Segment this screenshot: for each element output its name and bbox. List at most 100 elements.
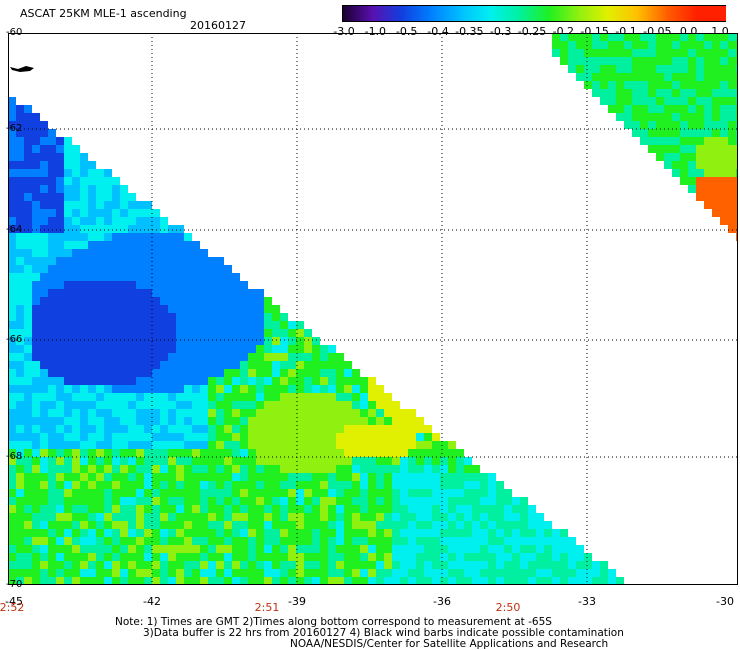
data-cell — [104, 385, 112, 393]
data-cell — [56, 321, 64, 329]
data-cell — [168, 497, 176, 505]
data-cell — [208, 361, 216, 369]
data-cell — [56, 481, 64, 489]
data-cell — [176, 289, 184, 297]
data-cell — [88, 169, 96, 177]
data-cell — [72, 433, 80, 441]
data-cell — [256, 377, 264, 385]
data-cell — [40, 185, 48, 193]
data-cell — [256, 577, 264, 585]
data-cell — [272, 433, 280, 441]
data-cell — [400, 433, 408, 441]
data-cell — [56, 393, 64, 401]
data-cell — [384, 505, 392, 513]
data-cell — [208, 417, 216, 425]
data-cell — [128, 425, 136, 433]
data-cell — [112, 201, 120, 209]
data-cell — [16, 521, 24, 529]
data-cell — [112, 561, 120, 569]
data-cell — [184, 241, 192, 249]
data-cell — [672, 105, 680, 113]
data-cell — [432, 473, 440, 481]
data-cell — [104, 289, 112, 297]
data-cell — [24, 297, 32, 305]
data-cell — [168, 361, 176, 369]
data-cell — [216, 497, 224, 505]
data-cell — [552, 33, 560, 41]
data-cell — [424, 529, 432, 537]
data-cell — [112, 265, 120, 273]
data-cell — [240, 449, 248, 457]
data-cell — [160, 249, 168, 257]
data-cell — [136, 449, 144, 457]
data-cell — [320, 425, 328, 433]
data-cell — [128, 505, 136, 513]
data-cell — [488, 561, 496, 569]
data-cell — [16, 577, 24, 585]
data-cell — [24, 209, 32, 217]
data-cell — [680, 97, 688, 105]
data-cell — [176, 481, 184, 489]
data-cell — [160, 337, 168, 345]
data-cell — [184, 529, 192, 537]
data-cell — [136, 505, 144, 513]
data-cell — [336, 561, 344, 569]
data-cell — [40, 193, 48, 201]
data-cell — [40, 481, 48, 489]
data-cell — [472, 465, 480, 473]
data-cell — [416, 425, 424, 433]
data-cell — [40, 521, 48, 529]
data-cell — [720, 193, 728, 201]
data-cell — [408, 489, 416, 497]
data-cell — [136, 513, 144, 521]
data-cell — [8, 393, 16, 401]
data-cell — [440, 553, 448, 561]
data-cell — [192, 433, 200, 441]
data-cell — [696, 185, 704, 193]
data-cell — [568, 577, 576, 585]
data-cell — [624, 49, 632, 57]
data-cell — [696, 145, 704, 153]
data-cell — [704, 49, 712, 57]
data-cell — [32, 401, 40, 409]
data-cell — [176, 305, 184, 313]
data-cell — [640, 57, 648, 65]
data-cell — [600, 97, 608, 105]
data-cell — [112, 529, 120, 537]
data-cell — [456, 449, 464, 457]
data-cell — [128, 257, 136, 265]
data-cell — [216, 577, 224, 585]
data-cell — [72, 497, 80, 505]
data-cell — [32, 577, 40, 585]
data-cell — [208, 393, 216, 401]
data-cell — [176, 265, 184, 273]
data-cell — [224, 401, 232, 409]
data-cell — [168, 553, 176, 561]
data-cell — [56, 257, 64, 265]
data-cell — [528, 529, 536, 537]
data-cell — [632, 33, 640, 41]
data-cell — [32, 153, 40, 161]
data-cell — [64, 257, 72, 265]
data-cell — [592, 57, 600, 65]
data-cell — [128, 321, 136, 329]
data-cell — [24, 353, 32, 361]
data-cell — [280, 321, 288, 329]
data-cell — [64, 185, 72, 193]
data-cell — [320, 561, 328, 569]
data-cell — [80, 225, 88, 233]
data-cell — [304, 393, 312, 401]
data-cell — [264, 481, 272, 489]
data-cell — [144, 337, 152, 345]
data-cell — [456, 457, 464, 465]
data-cell — [712, 49, 720, 57]
data-cell — [504, 561, 512, 569]
data-cell — [96, 417, 104, 425]
data-cell — [160, 265, 168, 273]
data-cell — [600, 41, 608, 49]
data-cell — [160, 305, 168, 313]
data-cell — [16, 417, 24, 425]
data-cell — [128, 481, 136, 489]
data-cell — [64, 417, 72, 425]
data-cell — [400, 553, 408, 561]
